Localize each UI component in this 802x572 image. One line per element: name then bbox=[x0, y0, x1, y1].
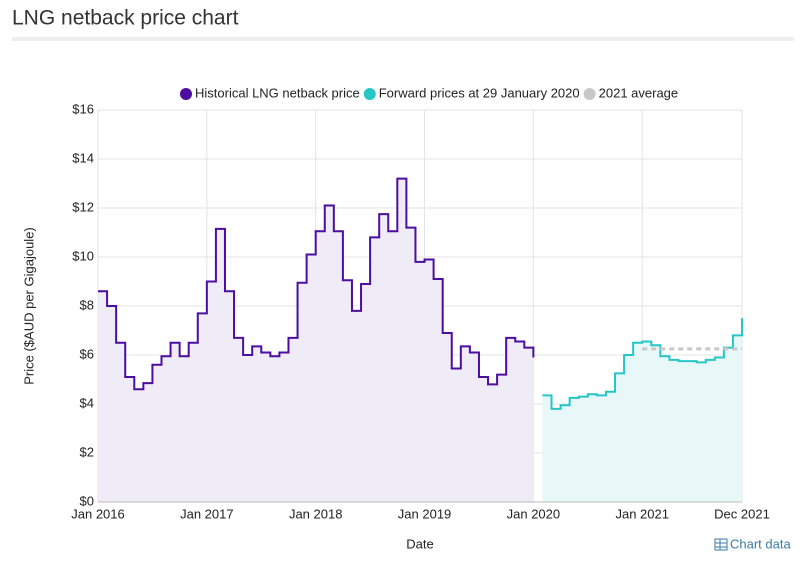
x-tick-label: Jan 2018 bbox=[289, 506, 343, 521]
title-rule bbox=[12, 37, 794, 41]
y-tick-label: $12 bbox=[72, 199, 94, 214]
y-tick-label: $8 bbox=[80, 297, 94, 312]
x-axis-label: Date bbox=[406, 536, 433, 551]
y-tick-label: $14 bbox=[72, 150, 94, 165]
x-tick-label: Jan 2019 bbox=[398, 506, 452, 521]
legend-marker bbox=[363, 88, 376, 100]
chart-data-link[interactable]: Chart data bbox=[714, 536, 791, 551]
x-tick-label: Jan 2017 bbox=[180, 506, 234, 521]
legend-label: 2021 average bbox=[599, 85, 679, 100]
y-tick-label: $0 bbox=[80, 493, 94, 508]
y-tick-label: $4 bbox=[80, 395, 94, 410]
legend-marker bbox=[583, 88, 596, 100]
line bbox=[98, 177, 535, 391]
x-tick-label: Jan 2016 bbox=[71, 506, 125, 521]
line bbox=[542, 318, 743, 410]
chart-title: LNG netback price chart bbox=[12, 7, 239, 30]
legend-label: Forward prices at 29 January 2020 bbox=[379, 85, 580, 100]
x-tick-label: Jan 2021 bbox=[615, 506, 669, 521]
table-icon bbox=[714, 538, 728, 551]
grid bbox=[97, 109, 743, 503]
link-text[interactable]: Chart data bbox=[730, 536, 791, 551]
y-tick-label: $10 bbox=[72, 248, 94, 263]
x-tick-label: Jan 2020 bbox=[507, 506, 561, 521]
y-tick-label: $6 bbox=[80, 346, 94, 361]
legend-label: Historical LNG netback price bbox=[195, 85, 360, 100]
legend-marker bbox=[180, 88, 192, 100]
y-tick-label: $16 bbox=[72, 101, 94, 116]
area bbox=[542, 318, 742, 502]
y-axis-label: Price ($AUD per Gigajoule) bbox=[21, 227, 36, 385]
x-tick-label: Dec 2021 bbox=[714, 506, 770, 521]
y-tick-label: $2 bbox=[80, 444, 94, 459]
